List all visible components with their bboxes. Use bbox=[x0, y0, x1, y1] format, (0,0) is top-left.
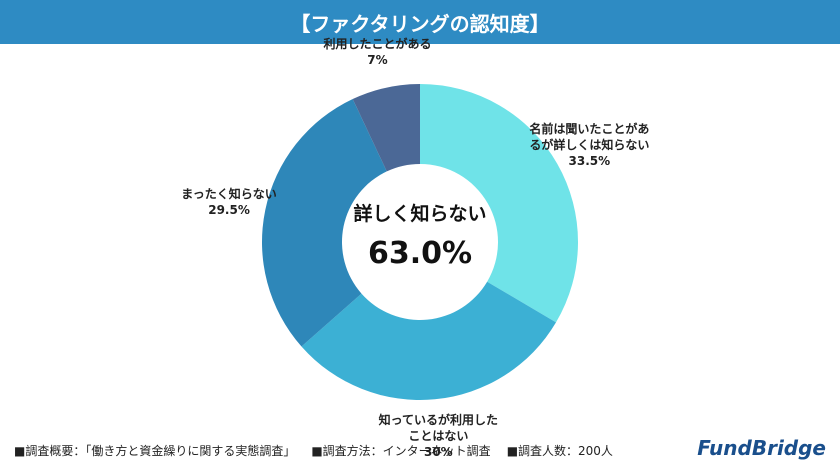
value-label: 7% bbox=[367, 52, 388, 67]
segment-label: 名前は聞いたことがあるが詳しくは知らない 33.5% bbox=[524, 121, 654, 169]
center-title: 詳しく知らない bbox=[353, 203, 487, 225]
note: ■調査方法：インターネット調査 bbox=[311, 444, 491, 458]
note: ■調査人数：200人 bbox=[506, 444, 613, 458]
center-value: 63.0% bbox=[367, 236, 473, 271]
donut-segment bbox=[301, 281, 556, 401]
value-label: 29.5% bbox=[208, 203, 250, 218]
segment-label: 利用したことがある 7% bbox=[323, 36, 431, 68]
value-label: 30% bbox=[423, 445, 453, 460]
donut-segment bbox=[420, 84, 579, 323]
category-label: 知っているが利用したことはない bbox=[378, 413, 499, 444]
segment-label: まったく知らない 29.5% bbox=[181, 186, 277, 218]
note: ■調査概要：「働き方と資金繰りに関する実態調査」 bbox=[14, 444, 296, 458]
donut-segment bbox=[262, 99, 387, 347]
center-label: 詳しく知らない 63.0% bbox=[353, 199, 486, 271]
value-label: 33.5% bbox=[568, 154, 611, 169]
notes: ■調査概要：「働き方と資金繰りに関する実態調査」 ■調査方法：インターネット調査 ■… bbox=[14, 442, 613, 459]
category-label: 名前は聞いたことがあるが詳しくは知らない bbox=[529, 122, 650, 153]
chart-title: 【ファクタリングの認知度】 bbox=[0, 0, 840, 44]
segment-label: 知っているが利用したことはない 30% bbox=[373, 412, 503, 460]
category-label: まったく知らない bbox=[181, 187, 277, 202]
logo: FundBridge bbox=[697, 436, 826, 460]
donut-segment bbox=[352, 84, 420, 172]
category-label: 利用したことがある bbox=[323, 36, 432, 51]
